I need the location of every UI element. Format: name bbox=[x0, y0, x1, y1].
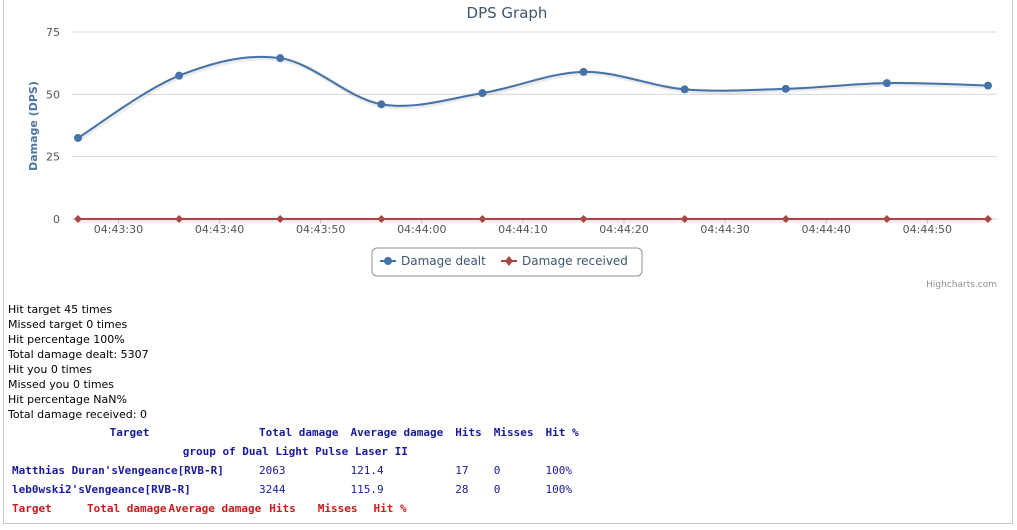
weapon-group-label: group of Dual Light Pulse Laser II bbox=[182, 445, 408, 458]
legend: Damage dealt Damage received bbox=[371, 247, 643, 277]
table-row: leb0wski2'sVengeance[RVB-R] 3244 115.9 2… bbox=[6, 480, 585, 499]
data-point-damage-dealt[interactable] bbox=[984, 81, 992, 90]
grid-lines bbox=[72, 31, 997, 220]
data-point-damage-dealt[interactable] bbox=[478, 89, 487, 98]
row-total: 2063 bbox=[259, 464, 286, 477]
incoming-col-hit-pct: Hit % bbox=[373, 502, 407, 515]
data-point-damage-received[interactable] bbox=[377, 215, 386, 223]
legend-item-damage-dealt[interactable]: Damage dealt bbox=[380, 254, 486, 268]
stat-line: Hit target 45 times bbox=[8, 303, 113, 316]
data-point-damage-dealt[interactable] bbox=[276, 54, 285, 63]
y-tick-label: 50 bbox=[46, 88, 60, 101]
stats-summary: Hit target 45 times Missed target 0 times… bbox=[8, 302, 149, 422]
data-point-damage-received[interactable] bbox=[74, 215, 82, 223]
chart-title: DPS Graph bbox=[467, 4, 548, 22]
row-hits: 28 bbox=[455, 483, 469, 496]
x-tick-label: 04:44:30 bbox=[700, 223, 749, 236]
x-axis-ticks: 04:43:30 04:43:40 04:43:50 04:44:00 04:44:10… bbox=[94, 219, 952, 236]
legend-label-damage-dealt: Damage dealt bbox=[401, 254, 486, 268]
y-tick-label: 25 bbox=[46, 151, 60, 164]
data-point-damage-received[interactable] bbox=[680, 215, 689, 223]
series-shadow-damage-dealt bbox=[77, 55, 990, 142]
damage-table: Target Total damage Average damage Hits … bbox=[6, 423, 585, 518]
x-tick-label: 04:44:50 bbox=[903, 223, 952, 236]
outgoing-header-row: Target Total damage Average damage Hits … bbox=[6, 423, 585, 442]
legend-item-damage-received[interactable]: Damage received bbox=[501, 254, 628, 268]
y-tick-label: 75 bbox=[46, 26, 60, 39]
y-tick-label: 0 bbox=[53, 213, 60, 226]
col-hit-pct: Hit % bbox=[545, 426, 579, 439]
data-point-damage-dealt[interactable] bbox=[781, 84, 790, 93]
credits-link[interactable]: Highcharts.com bbox=[926, 280, 997, 290]
x-tick-label: 04:44:40 bbox=[802, 223, 851, 236]
data-point-damage-dealt[interactable] bbox=[680, 85, 689, 94]
data-point-damage-dealt[interactable] bbox=[377, 100, 386, 109]
col-average-damage: Average damage bbox=[350, 426, 444, 439]
col-hits: Hits bbox=[455, 426, 482, 439]
row-average: 121.4 bbox=[350, 464, 384, 477]
stat-line: Hit percentage NaN% bbox=[8, 393, 127, 406]
data-point-damage-received[interactable] bbox=[984, 215, 992, 223]
row-misses: 0 bbox=[493, 483, 501, 496]
stat-line: Total damage received: 0 bbox=[8, 408, 147, 421]
stat-line: Missed target 0 times bbox=[8, 318, 128, 331]
col-misses: Misses bbox=[493, 426, 534, 439]
legend-label-damage-received: Damage received bbox=[522, 254, 628, 268]
x-tick-label: 04:44:10 bbox=[498, 223, 547, 236]
x-tick-label: 04:43:50 bbox=[296, 223, 345, 236]
row-target: leb0wski2'sVengeance[RVB-R] bbox=[12, 483, 191, 496]
incoming-col-average-damage: Average damage bbox=[168, 502, 262, 515]
incoming-col-misses: Misses bbox=[317, 502, 358, 515]
row-hit-pct: 100% bbox=[545, 483, 572, 496]
row-hit-pct: 100% bbox=[545, 464, 572, 477]
data-point-damage-received[interactable] bbox=[276, 215, 285, 223]
col-target: Target bbox=[109, 426, 150, 439]
series-line-damage-dealt bbox=[77, 55, 989, 139]
x-tick-label: 04:43:40 bbox=[195, 223, 244, 236]
row-misses: 0 bbox=[493, 464, 501, 477]
data-point-damage-received[interactable] bbox=[781, 215, 790, 223]
data-point-damage-received[interactable] bbox=[478, 215, 487, 223]
data-point-damage-received[interactable] bbox=[882, 215, 891, 223]
x-tick-label: 04:44:20 bbox=[599, 223, 648, 236]
data-point-damage-dealt[interactable] bbox=[579, 67, 588, 76]
incoming-col-target: Target bbox=[12, 502, 52, 515]
data-point-damage-received[interactable] bbox=[175, 215, 184, 223]
y-axis-label: Damage (DPS) bbox=[27, 81, 40, 171]
y-axis-ticks: 0 25 50 75 bbox=[46, 26, 60, 226]
row-hits: 17 bbox=[455, 464, 469, 477]
table-row: Matthias Duran'sVengeance[RVB-R] 2063 12… bbox=[6, 461, 585, 480]
row-average: 115.9 bbox=[350, 483, 384, 496]
data-point-damage-dealt[interactable] bbox=[74, 133, 82, 142]
row-total: 3244 bbox=[259, 483, 286, 496]
data-point-damage-received[interactable] bbox=[579, 215, 588, 223]
x-tick-label: 04:43:30 bbox=[94, 223, 143, 236]
col-total-damage: Total damage bbox=[259, 426, 339, 439]
data-point-damage-dealt[interactable] bbox=[882, 79, 891, 88]
x-tick-label: 04:44:00 bbox=[397, 223, 446, 236]
data-point-damage-dealt[interactable] bbox=[175, 71, 184, 80]
series-group bbox=[74, 54, 992, 223]
incoming-col-hits: Hits bbox=[269, 502, 296, 515]
stat-line: Hit you 0 times bbox=[8, 363, 92, 376]
stat-line: Total damage dealt: 5307 bbox=[8, 348, 149, 361]
incoming-header-row: Target Total damage Average damage Hits … bbox=[6, 499, 585, 518]
stat-line: Hit percentage 100% bbox=[8, 333, 125, 346]
stat-line: Missed you 0 times bbox=[8, 378, 115, 391]
weapon-group-row: group of Dual Light Pulse Laser II bbox=[6, 442, 585, 461]
row-target: Matthias Duran'sVengeance[RVB-R] bbox=[12, 464, 224, 477]
incoming-col-total-damage: Total damage bbox=[87, 502, 167, 515]
